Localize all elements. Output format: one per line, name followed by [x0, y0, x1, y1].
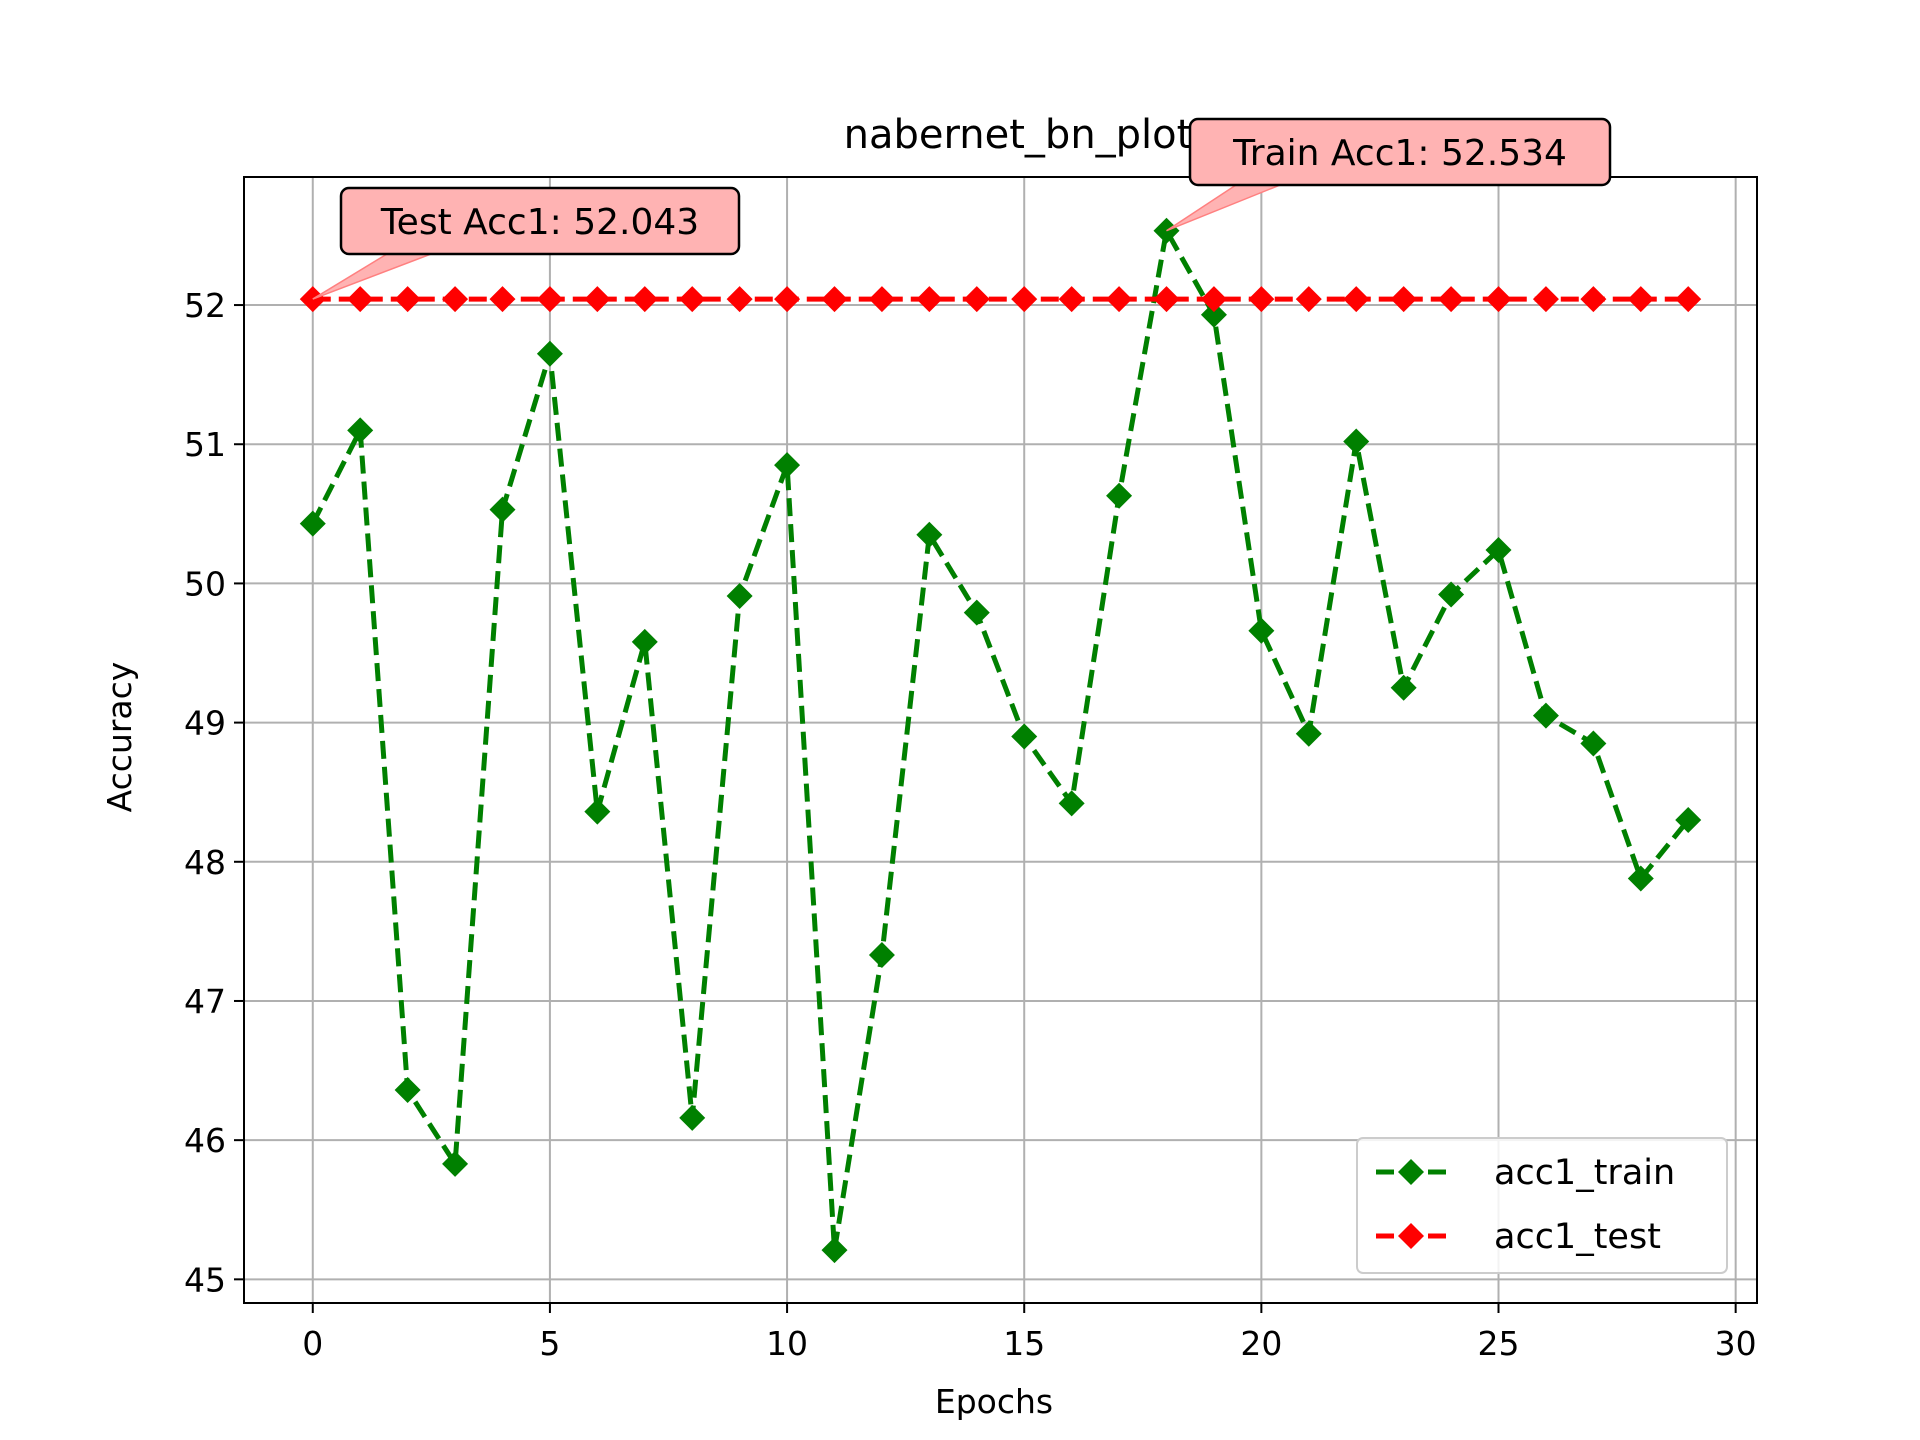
data-point-acc1-train	[868, 942, 895, 969]
data-point-acc1-test	[821, 286, 848, 313]
data-point-acc1-train	[1295, 720, 1322, 747]
data-point-acc1-test	[1438, 286, 1465, 313]
data-point-acc1-test	[347, 286, 374, 313]
data-point-acc1-test	[394, 286, 421, 313]
legend: acc1_train acc1_test	[1356, 1137, 1728, 1274]
annotation-box	[1188, 117, 1612, 187]
data-point-acc1-train	[536, 340, 563, 367]
legend-marker-acc1-train	[1398, 1159, 1424, 1185]
legend-label-acc1-train: acc1_train	[1494, 1153, 1675, 1193]
data-point-acc1-train	[1438, 581, 1465, 608]
series-lines	[299, 217, 1702, 1264]
x-tick-label: 15	[1003, 1324, 1045, 1363]
data-point-acc1-test	[1390, 286, 1417, 313]
data-point-acc1-test	[1343, 286, 1370, 313]
data-point-acc1-train	[726, 582, 753, 609]
data-point-acc1-train	[394, 1077, 421, 1104]
data-point-acc1-test	[868, 286, 895, 313]
axis-ticks: 0 5 10 15 20 25 30 45 46 47 48 49 50 51 52	[184, 286, 1757, 1363]
data-point-acc1-test	[631, 286, 658, 313]
x-tick-label: 10	[766, 1324, 808, 1363]
y-tick-label: 45	[184, 1260, 226, 1299]
y-axis-label: Accuracy	[100, 662, 139, 813]
annotation-label: Train Acc1: 52.534	[1232, 133, 1567, 174]
data-point-acc1-train	[821, 1237, 848, 1264]
grid-lines	[244, 177, 1757, 1303]
data-point-acc1-train	[1580, 730, 1607, 757]
data-point-acc1-test	[489, 286, 516, 313]
data-point-acc1-test	[1153, 286, 1180, 313]
data-point-acc1-train	[347, 417, 374, 444]
data-point-acc1-test	[1058, 286, 1085, 313]
data-point-acc1-test	[1485, 286, 1512, 313]
data-point-acc1-train	[442, 1150, 469, 1177]
legend-marker-acc1-test	[1398, 1223, 1424, 1249]
data-point-acc1-train	[1343, 428, 1370, 455]
data-point-acc1-test	[1011, 286, 1038, 313]
y-tick-label: 49	[184, 704, 226, 743]
annotation-box	[339, 186, 741, 256]
data-point-acc1-train	[1058, 790, 1085, 817]
data-point-acc1-train	[1011, 723, 1038, 750]
y-tick-label: 47	[184, 982, 226, 1021]
data-point-acc1-train	[774, 452, 801, 479]
data-point-acc1-train	[631, 628, 658, 655]
x-tick-label: 30	[1715, 1324, 1757, 1363]
data-point-acc1-train	[1248, 617, 1275, 644]
data-point-acc1-test	[963, 286, 990, 313]
series-line-acc1-train	[310, 223, 1691, 1251]
legend-box	[1356, 1137, 1728, 1274]
annotation-label: Test Acc1: 52.043	[380, 202, 699, 243]
data-point-acc1-test	[1580, 286, 1607, 313]
data-point-acc1-test	[1248, 286, 1275, 313]
data-point-acc1-train	[1485, 537, 1512, 564]
chart-title: nabernet_bn_plot	[844, 112, 1193, 158]
data-point-acc1-test	[774, 286, 801, 313]
data-point-acc1-test	[679, 286, 706, 313]
data-point-acc1-train	[1200, 301, 1227, 328]
annotations: Test Acc1: 52.043 Train Acc1: 52.534	[312, 117, 1612, 300]
data-point-acc1-train	[1627, 865, 1654, 892]
y-tick-label: 52	[184, 286, 226, 325]
y-tick-label: 48	[184, 843, 226, 882]
data-point-acc1-test	[584, 286, 611, 313]
legend-label-acc1-test: acc1_test	[1494, 1217, 1661, 1257]
data-point-acc1-train	[963, 599, 990, 626]
data-point-acc1-train	[584, 798, 611, 825]
data-point-acc1-test	[536, 286, 563, 313]
data-point-acc1-train	[679, 1104, 706, 1131]
data-point-acc1-test	[726, 286, 753, 313]
y-tick-label: 51	[184, 425, 226, 464]
data-point-acc1-train	[1106, 482, 1133, 509]
data-point-acc1-test	[442, 286, 469, 313]
data-point-acc1-test	[1106, 286, 1133, 313]
data-point-acc1-test	[1532, 286, 1559, 313]
x-tick-label: 0	[302, 1324, 323, 1363]
x-tick-label: 5	[539, 1324, 560, 1363]
y-tick-label: 50	[184, 564, 226, 603]
data-point-acc1-test	[1295, 286, 1322, 313]
x-tick-label: 25	[1478, 1324, 1520, 1363]
data-point-acc1-test	[1675, 286, 1702, 313]
x-tick-label: 20	[1240, 1324, 1282, 1363]
plot-frame	[243, 176, 1758, 1304]
data-point-acc1-train	[299, 510, 326, 537]
y-tick-label: 46	[184, 1121, 226, 1160]
data-point-acc1-test	[1627, 286, 1654, 313]
data-point-acc1-train	[1390, 674, 1417, 701]
data-point-acc1-train	[916, 521, 943, 548]
data-point-acc1-train	[489, 496, 516, 523]
data-point-acc1-train	[1675, 807, 1702, 834]
data-point-acc1-test	[1200, 286, 1227, 313]
x-axis-label: Epochs	[935, 1382, 1053, 1421]
data-point-acc1-test	[916, 286, 943, 313]
data-point-acc1-train	[1532, 702, 1559, 729]
